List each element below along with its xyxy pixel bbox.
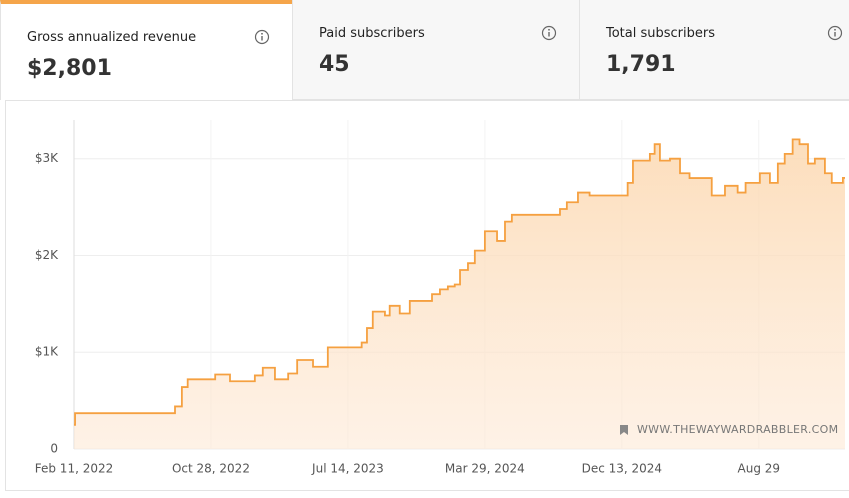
plot: 0 $1K $2K $3K Feb 11, 2022 Oct 28, 2022 Jul 14… xyxy=(35,120,845,476)
y-tick-label: 0 xyxy=(50,442,58,456)
info-icon[interactable] xyxy=(541,25,557,41)
area xyxy=(74,139,845,449)
x-tick-label: Mar 29, 2024 xyxy=(445,462,525,476)
watermark-icon xyxy=(620,425,628,435)
card-value: 45 xyxy=(319,52,350,77)
x-tick-label: Jul 14, 2023 xyxy=(311,462,384,476)
watermark: WWW.THEWAYWARDRABBLER.COM xyxy=(637,423,838,436)
x-tick-label: Feb 11, 2022 xyxy=(35,462,114,476)
x-tick-label: Aug 29 xyxy=(738,462,781,476)
card-title: Paid subscribers xyxy=(319,26,425,41)
card-value: 1,791 xyxy=(606,52,676,77)
card-title: Gross annualized revenue xyxy=(27,30,197,45)
info-icon[interactable] xyxy=(254,29,270,45)
x-tick-label: Dec 13, 2024 xyxy=(582,462,662,476)
card-title: Total subscribers xyxy=(606,26,716,41)
metric-card[interactable]: Paid subscribers 45 xyxy=(292,0,579,100)
info-icon[interactable] xyxy=(827,25,843,41)
y-tick-label: $3K xyxy=(35,151,59,165)
metric-card[interactable]: Gross annualized revenue $2,801 xyxy=(0,0,292,100)
line xyxy=(74,138,845,426)
y-tick-label: $1K xyxy=(35,345,59,359)
metric-card[interactable]: Total subscribers 1,791 xyxy=(579,0,849,100)
x-tick-label: Oct 28, 2022 xyxy=(172,462,250,476)
card-value: $2,801 xyxy=(27,56,112,81)
y-tick-label: $2K xyxy=(35,248,59,262)
metric-cards: Gross annualized revenue $2,801 Paid sub… xyxy=(0,0,849,100)
chart-frame xyxy=(5,100,849,491)
